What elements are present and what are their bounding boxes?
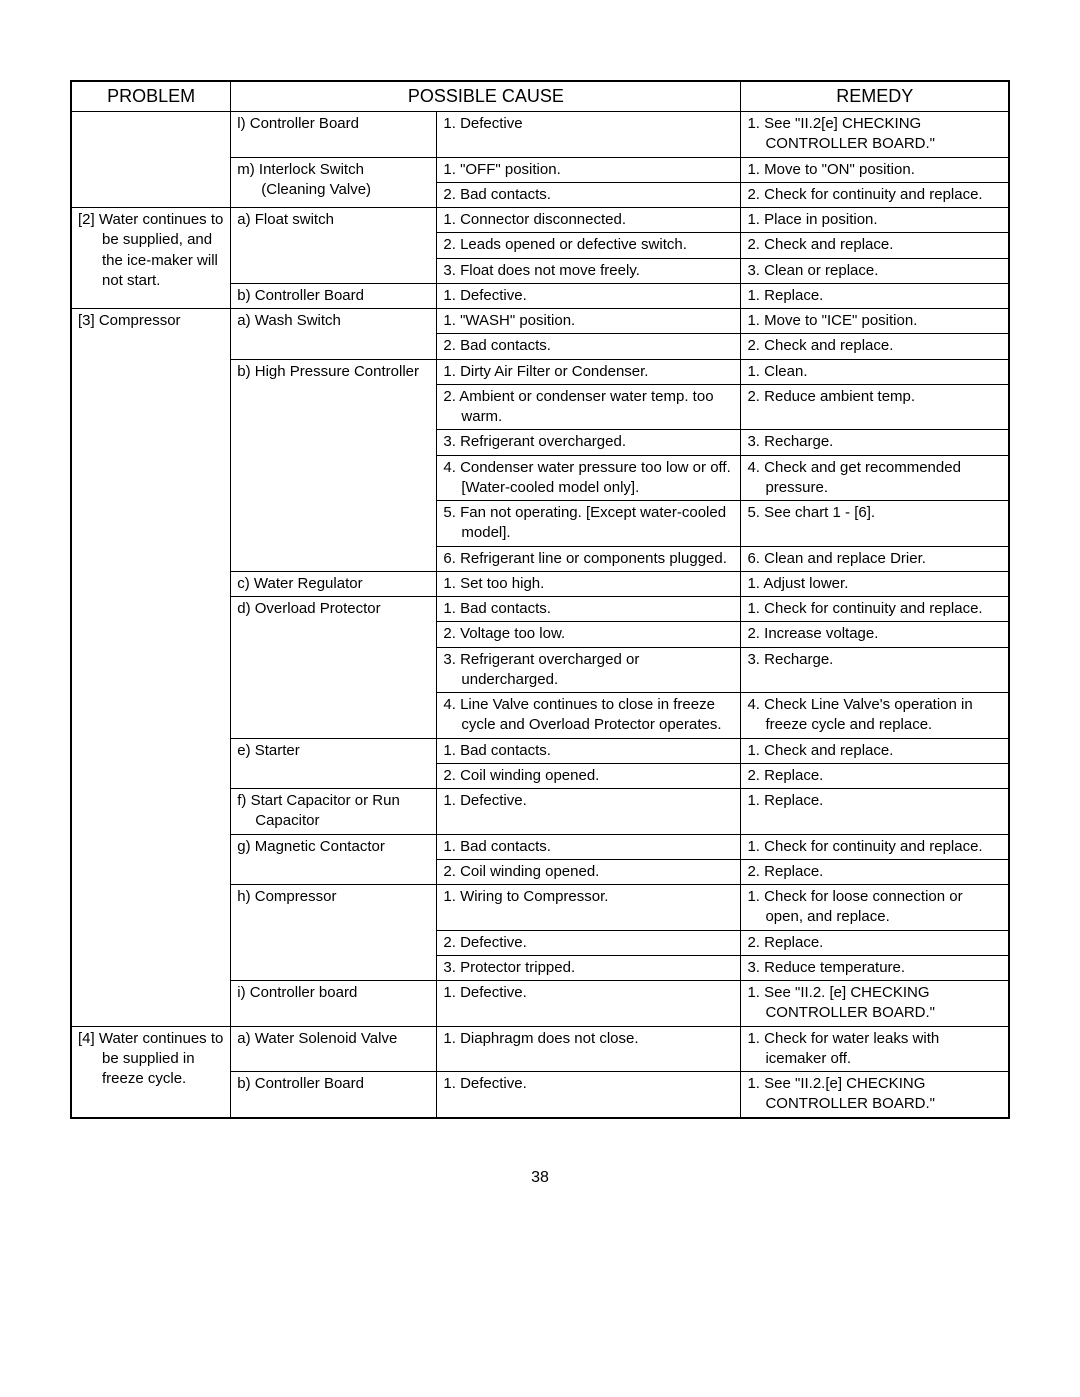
header-remedy: REMEDY bbox=[741, 81, 1009, 112]
table-row: l) Controller Board 1. Defective 1. See … bbox=[71, 112, 1009, 158]
cell-remedy: 1. Check for water leaks with icemaker o… bbox=[741, 1026, 1009, 1072]
cell-component: d) Overload Protector bbox=[231, 597, 437, 739]
cell-remedy: 3. Reduce temperature. bbox=[741, 955, 1009, 980]
cell-remedy: 2. Replace. bbox=[741, 930, 1009, 955]
cell-component: c) Water Regulator bbox=[231, 571, 437, 596]
cell-component: b) High Pressure Controller bbox=[231, 359, 437, 571]
cell-remedy: 6. Clean and replace Drier. bbox=[741, 546, 1009, 571]
cell-cause: 1. Diaphragm does not close. bbox=[437, 1026, 741, 1072]
cell-cause: 2. Bad contacts. bbox=[437, 334, 741, 359]
cell-component: l) Controller Board bbox=[231, 112, 437, 158]
cell-cause: 1. Bad contacts. bbox=[437, 834, 741, 859]
cell-remedy: 1. Clean. bbox=[741, 359, 1009, 384]
cell-remedy: 1. Replace. bbox=[741, 283, 1009, 308]
cell-cause: 2. Defective. bbox=[437, 930, 741, 955]
cell-cause: 2. Voltage too low. bbox=[437, 622, 741, 647]
cell-cause: 1. Defective bbox=[437, 112, 741, 158]
cell-remedy: 4. Check and get recommended pressure. bbox=[741, 455, 1009, 501]
cell-cause: 1. Defective. bbox=[437, 283, 741, 308]
cell-component: f) Start Capacitor or Run Capacitor bbox=[231, 789, 437, 835]
cell-problem: [3] Compressor bbox=[71, 309, 231, 1027]
cell-remedy: 1. Adjust lower. bbox=[741, 571, 1009, 596]
cell-component: e) Starter bbox=[231, 738, 437, 789]
cell-component: h) Compressor bbox=[231, 885, 437, 981]
cell-problem: [2] Water continues to be supplied, and … bbox=[71, 208, 231, 309]
cell-cause: 1. Connector disconnected. bbox=[437, 208, 741, 233]
cell-remedy: 1. See "II.2[e] CHECKING CONTROLLER BOAR… bbox=[741, 112, 1009, 158]
cell-remedy: 3. Recharge. bbox=[741, 647, 1009, 693]
cell-component: m) Interlock Switch (Cleaning Valve) bbox=[231, 157, 437, 208]
cell-remedy: 2. Increase voltage. bbox=[741, 622, 1009, 647]
cell-component: b) Controller Board bbox=[231, 1072, 437, 1118]
cell-cause: 2. Coil winding opened. bbox=[437, 859, 741, 884]
cell-component: a) Float switch bbox=[231, 208, 437, 284]
cell-remedy: 2. Check for continuity and replace. bbox=[741, 182, 1009, 207]
cell-cause: 1. Set too high. bbox=[437, 571, 741, 596]
cell-cause: 1. Dirty Air Filter or Condenser. bbox=[437, 359, 741, 384]
cell-cause: 3. Float does not move freely. bbox=[437, 258, 741, 283]
cell-remedy: 1. See "II.2. [e] CHECKING CONTROLLER BO… bbox=[741, 981, 1009, 1027]
cell-remedy: 3. Clean or replace. bbox=[741, 258, 1009, 283]
cell-component: a) Water Solenoid Valve bbox=[231, 1026, 437, 1072]
cell-remedy: 2. Reduce ambient temp. bbox=[741, 384, 1009, 430]
header-problem: PROBLEM bbox=[71, 81, 231, 112]
cell-cause: 3. Refrigerant overcharged. bbox=[437, 430, 741, 455]
cell-remedy: 2. Replace. bbox=[741, 763, 1009, 788]
cell-cause: 3. Refrigerant overcharged or undercharg… bbox=[437, 647, 741, 693]
table-row: [2] Water continues to be supplied, and … bbox=[71, 208, 1009, 233]
cell-cause: 6. Refrigerant line or components plugge… bbox=[437, 546, 741, 571]
cell-component: g) Magnetic Contactor bbox=[231, 834, 437, 885]
cell-cause: 2. Coil winding opened. bbox=[437, 763, 741, 788]
table-row: [4] Water continues to be supplied in fr… bbox=[71, 1026, 1009, 1072]
cell-component: a) Wash Switch bbox=[231, 309, 437, 360]
cell-remedy: 3. Recharge. bbox=[741, 430, 1009, 455]
page-number: 38 bbox=[70, 1169, 1010, 1187]
cell-cause: 1. "OFF" position. bbox=[437, 157, 741, 182]
cell-component: i) Controller board bbox=[231, 981, 437, 1027]
cell-cause: 1. Bad contacts. bbox=[437, 597, 741, 622]
cell-remedy: 1. Replace. bbox=[741, 789, 1009, 835]
cell-cause: 2. Ambient or condenser water temp. too … bbox=[437, 384, 741, 430]
cell-remedy: 1. See "II.2.[e] CHECKING CONTROLLER BOA… bbox=[741, 1072, 1009, 1118]
table-header-row: PROBLEM POSSIBLE CAUSE REMEDY bbox=[71, 81, 1009, 112]
cell-cause: 1. Wiring to Compressor. bbox=[437, 885, 741, 931]
cell-cause: 4. Line Valve continues to close in free… bbox=[437, 693, 741, 739]
cell-remedy: 1. Place in position. bbox=[741, 208, 1009, 233]
cell-remedy: 2. Replace. bbox=[741, 859, 1009, 884]
cell-remedy: 2. Check and replace. bbox=[741, 233, 1009, 258]
cell-component: b) Controller Board bbox=[231, 283, 437, 308]
cell-cause: 1. Defective. bbox=[437, 981, 741, 1027]
cell-remedy: 1. Check for continuity and replace. bbox=[741, 834, 1009, 859]
cell-remedy: 1. Check for loose connection or open, a… bbox=[741, 885, 1009, 931]
cell-cause: 2. Leads opened or defective switch. bbox=[437, 233, 741, 258]
cell-remedy: 1. Check for continuity and replace. bbox=[741, 597, 1009, 622]
cell-cause: 4. Condenser water pressure too low or o… bbox=[437, 455, 741, 501]
cell-remedy: 1. Move to "ON" position. bbox=[741, 157, 1009, 182]
cell-problem: [4] Water continues to be supplied in fr… bbox=[71, 1026, 231, 1118]
cell-cause: 5. Fan not operating. [Except water-cool… bbox=[437, 501, 741, 547]
cell-cause: 1. Defective. bbox=[437, 789, 741, 835]
cell-remedy: 4. Check Line Valve's operation in freez… bbox=[741, 693, 1009, 739]
cell-remedy: 5. See chart 1 - [6]. bbox=[741, 501, 1009, 547]
cell-cause: 1. Defective. bbox=[437, 1072, 741, 1118]
header-cause: POSSIBLE CAUSE bbox=[231, 81, 741, 112]
cell-problem bbox=[71, 112, 231, 208]
cell-remedy: 2. Check and replace. bbox=[741, 334, 1009, 359]
cell-remedy: 1. Check and replace. bbox=[741, 738, 1009, 763]
troubleshooting-table: PROBLEM POSSIBLE CAUSE REMEDY l) Control… bbox=[70, 80, 1010, 1119]
table-row: [3] Compressor a) Wash Switch 1. "WASH" … bbox=[71, 309, 1009, 334]
cell-cause: 3. Protector tripped. bbox=[437, 955, 741, 980]
cell-cause: 1. Bad contacts. bbox=[437, 738, 741, 763]
cell-remedy: 1. Move to "ICE" position. bbox=[741, 309, 1009, 334]
cell-cause: 2. Bad contacts. bbox=[437, 182, 741, 207]
cell-cause: 1. "WASH" position. bbox=[437, 309, 741, 334]
